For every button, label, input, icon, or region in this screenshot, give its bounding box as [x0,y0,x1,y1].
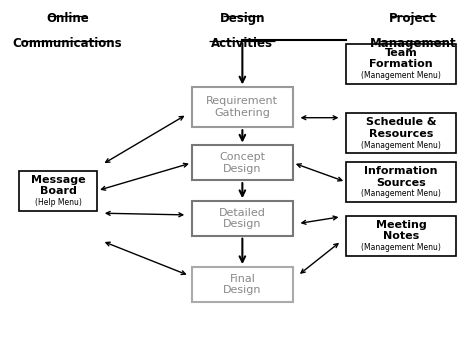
Text: (Management Menu): (Management Menu) [361,141,441,150]
Text: Activities: Activities [211,37,273,50]
Text: Team
Formation: Team Formation [369,48,433,70]
Text: Design: Design [219,12,265,25]
Text: Concept
Design: Concept Design [219,152,265,174]
Text: Detailed
Design: Detailed Design [219,208,266,229]
FancyBboxPatch shape [191,267,293,302]
Text: Online: Online [46,12,89,25]
FancyBboxPatch shape [346,113,456,153]
FancyBboxPatch shape [191,201,293,236]
Text: Project: Project [389,12,436,25]
Text: Final
Design: Final Design [223,274,262,295]
Text: (Management Menu): (Management Menu) [361,189,441,198]
Text: Requirement
Gathering: Requirement Gathering [206,97,278,118]
FancyBboxPatch shape [346,44,456,84]
Text: Information
Sources: Information Sources [365,166,438,188]
Text: Management: Management [369,37,456,50]
Text: Meeting
Notes: Meeting Notes [376,220,427,242]
Text: Schedule &
Resources: Schedule & Resources [366,117,437,139]
Text: Communications: Communications [13,37,122,50]
FancyBboxPatch shape [19,171,97,211]
FancyBboxPatch shape [346,162,456,202]
FancyBboxPatch shape [191,88,293,127]
FancyBboxPatch shape [346,216,456,256]
Text: (Management Menu): (Management Menu) [361,243,441,252]
Text: (Help Menu): (Help Menu) [35,198,82,207]
Text: Message
Board: Message Board [31,175,85,196]
Text: (Management Menu): (Management Menu) [361,71,441,80]
FancyBboxPatch shape [191,146,293,180]
